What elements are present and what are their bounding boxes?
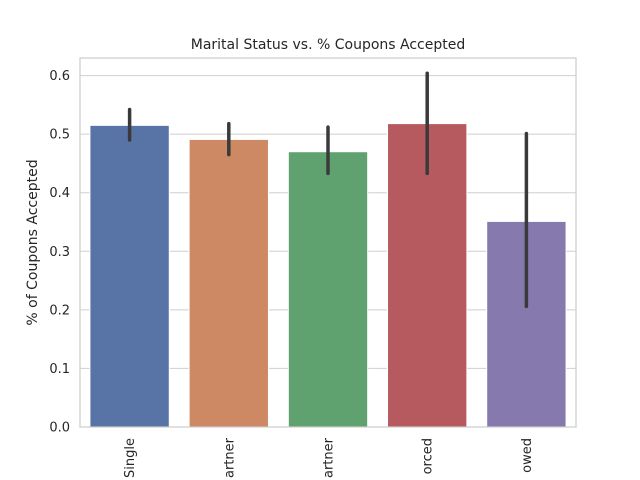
y-tick-label: 0.4 [49,186,70,201]
bar-0 [89,124,170,428]
y-axis-label: % of Coupons Accepted [25,159,41,325]
bars [89,123,567,428]
error-bars [127,71,529,309]
plot-frame [79,57,577,428]
x-axis-ticks: Single artner artner orced owed [123,437,535,478]
chart-title: Marital Status vs. % Coupons Accepted [191,37,466,53]
y-tick-label: 0.5 [49,128,70,143]
y-axis-ticks: 0.0 0.1 0.2 0.3 0.4 0.5 0.6 [49,69,70,435]
bar-2 [287,151,369,428]
y-tick-label: 0.0 [49,421,70,436]
x-tick-label: owed [520,438,535,473]
y-tick-label: 0.6 [49,69,70,84]
y-tick-label: 0.1 [49,362,70,377]
x-tick-label: artner [322,437,337,478]
y-tick-label: 0.3 [49,245,70,260]
bar-1 [188,138,269,428]
x-tick-label: orced [421,438,436,474]
x-tick-label: Single [123,438,138,478]
x-tick-label: artner [222,437,237,478]
y-tick-label: 0.2 [49,303,70,318]
